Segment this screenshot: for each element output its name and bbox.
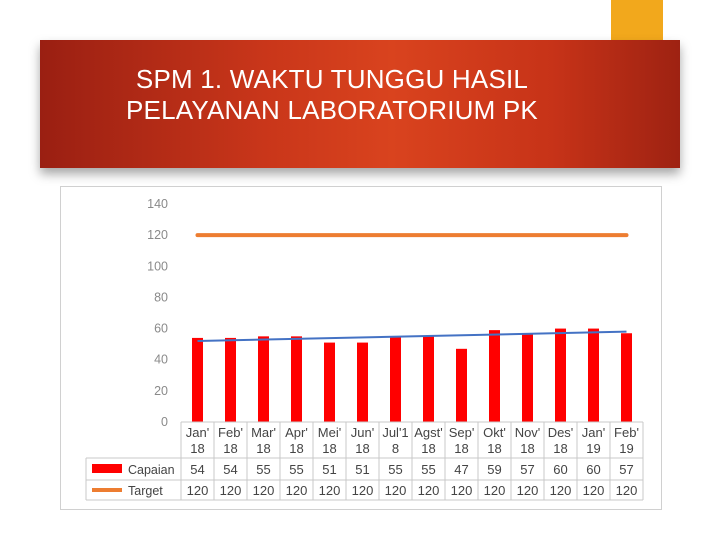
title-banner xyxy=(40,40,680,168)
category-label-year: 8 xyxy=(392,441,399,456)
capaian-value-label: 57 xyxy=(520,462,534,477)
target-value-label: 120 xyxy=(220,483,242,498)
slide-title: SPM 1. WAKTU TUNGGU HASIL PELAYANAN LABO… xyxy=(72,64,592,126)
category-label-month: Feb' xyxy=(218,425,243,440)
target-value-label: 120 xyxy=(484,483,506,498)
capaian-bar xyxy=(357,342,368,422)
y-tick-label: 40 xyxy=(154,353,168,367)
capaian-bar xyxy=(192,337,203,422)
category-label-year: 18 xyxy=(322,441,336,456)
target-value-label: 120 xyxy=(319,483,341,498)
target-value-label: 120 xyxy=(187,483,209,498)
capaian-value-label: 55 xyxy=(388,462,402,477)
capaian-value-label: 59 xyxy=(487,462,501,477)
capaian-value-label: 60 xyxy=(553,462,567,477)
category-label-month: Mei' xyxy=(318,425,341,440)
slide-title-line-1: SPM 1. WAKTU TUNGGU HASIL xyxy=(135,64,529,94)
category-label-year: 18 xyxy=(421,441,435,456)
capaian-bar xyxy=(390,336,401,422)
capaian-value-label: 51 xyxy=(322,462,336,477)
category-label-month: Sep' xyxy=(449,425,475,440)
capaian-bar xyxy=(324,342,335,422)
capaian-bar xyxy=(423,336,434,422)
category-label-year: 18 xyxy=(487,441,501,456)
category-label-month: Jan' xyxy=(186,425,209,440)
capaian-value-label: 55 xyxy=(421,462,435,477)
target-value-label: 120 xyxy=(385,483,407,498)
category-label-month: Jul'1 xyxy=(382,425,408,440)
category-label-year: 18 xyxy=(256,441,270,456)
capaian-bar xyxy=(456,348,467,422)
capaian-bar xyxy=(522,333,533,422)
capaian-bar xyxy=(489,330,500,422)
capaian-value-label: 47 xyxy=(454,462,468,477)
y-tick-label: 20 xyxy=(154,384,168,398)
target-value-label: 120 xyxy=(583,483,605,498)
target-value-label: 120 xyxy=(451,483,473,498)
category-label-month: Agst' xyxy=(414,425,443,440)
capaian-value-label: 57 xyxy=(619,462,633,477)
target-value-label: 120 xyxy=(550,483,572,498)
capaian-value-label: 55 xyxy=(256,462,270,477)
y-tick-label: 100 xyxy=(147,259,168,273)
capaian-bar xyxy=(258,336,269,422)
target-value-label: 120 xyxy=(616,483,638,498)
capaian-value-label: 54 xyxy=(190,462,204,477)
category-label-month: Okt' xyxy=(483,425,506,440)
category-label-year: 18 xyxy=(289,441,303,456)
capaian-bar xyxy=(621,333,632,422)
category-label-year: 18 xyxy=(553,441,567,456)
category-label-month: Des' xyxy=(548,425,574,440)
slide-title-line-2: PELAYANAN LABORATORIUM PK xyxy=(126,95,538,125)
category-label-month: Mar' xyxy=(251,425,276,440)
category-label-year: 19 xyxy=(619,441,633,456)
capaian-legend-label: Capaian xyxy=(128,463,175,477)
category-label-month: Jan' xyxy=(582,425,605,440)
y-tick-label: 120 xyxy=(147,228,168,242)
target-value-label: 120 xyxy=(286,483,308,498)
category-label-month: Feb' xyxy=(614,425,639,440)
y-tick-label: 80 xyxy=(154,290,168,304)
target-value-label: 120 xyxy=(352,483,374,498)
category-label-month: Apr' xyxy=(285,425,308,440)
capaian-value-label: 55 xyxy=(289,462,303,477)
y-tick-label: 60 xyxy=(154,322,168,336)
capaian-value-label: 60 xyxy=(586,462,600,477)
category-label-month: Jun' xyxy=(351,425,374,440)
category-label-year: 18 xyxy=(454,441,468,456)
category-label-year: 18 xyxy=(190,441,204,456)
target-legend-label: Target xyxy=(128,484,163,498)
category-label-year: 18 xyxy=(223,441,237,456)
category-label-year: 18 xyxy=(520,441,534,456)
capaian-legend-swatch xyxy=(92,464,122,473)
capaian-value-label: 51 xyxy=(355,462,369,477)
trend-line xyxy=(197,330,627,343)
category-label-year: 19 xyxy=(586,441,600,456)
target-value-label: 120 xyxy=(253,483,275,498)
y-tick-label: 140 xyxy=(147,197,168,211)
capaian-bar xyxy=(588,328,599,422)
capaian-bar xyxy=(225,337,236,422)
target-value-label: 120 xyxy=(418,483,440,498)
category-label-month: Nov' xyxy=(515,425,541,440)
category-label-year: 18 xyxy=(355,441,369,456)
y-tick-label: 0 xyxy=(161,415,168,429)
capaian-bar xyxy=(291,336,302,422)
target-value-label: 120 xyxy=(517,483,539,498)
capaian-bar xyxy=(555,328,566,422)
capaian-value-label: 54 xyxy=(223,462,237,477)
